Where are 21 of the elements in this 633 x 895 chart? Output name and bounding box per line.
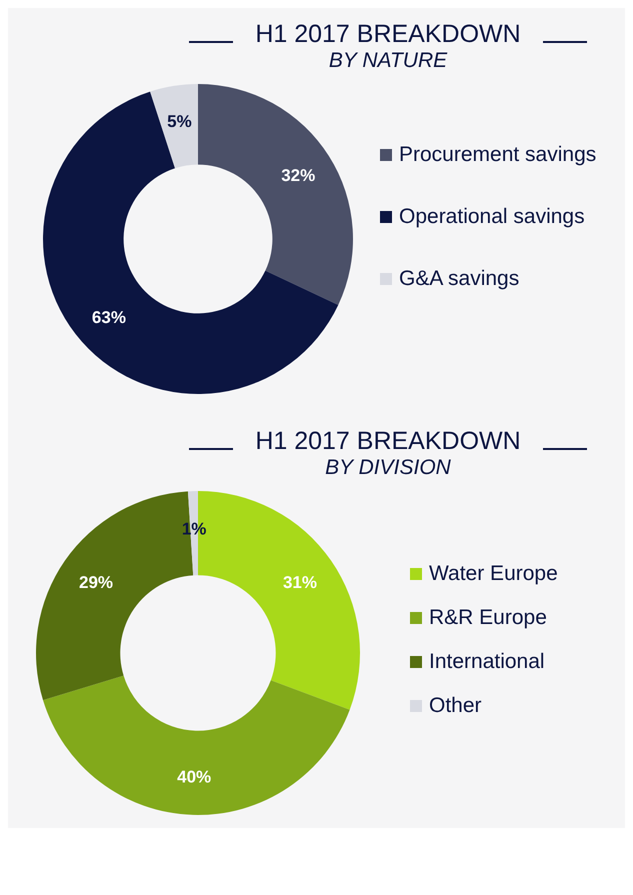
data-label: 29% (79, 572, 114, 592)
data-label: 5% (167, 112, 192, 132)
chart-title: H1 2017 BREAKDOWN (255, 427, 521, 456)
legend-label: G&A savings (399, 266, 520, 292)
donut-slice (43, 92, 338, 394)
data-label: 32% (281, 166, 316, 185)
donut-slice (43, 676, 350, 815)
legend-label: Other (429, 693, 482, 719)
legend-label: Water Europe (429, 561, 558, 587)
legend-label: International (429, 649, 545, 675)
donut-slice (198, 84, 353, 305)
data-label: 63% (92, 308, 126, 328)
donut-slice (150, 84, 198, 168)
chart-title: H1 2017 BREAKDOWN (255, 20, 521, 49)
legend-label: Procurement savings (399, 142, 596, 168)
data-label: 40% (177, 768, 212, 787)
chart-subtitle: BY DIVISION (324, 456, 452, 480)
chart-subtitle: BY NATURE (328, 49, 448, 73)
legend-label: Operational savings (399, 204, 585, 230)
legend-label: R&R Europe (429, 605, 547, 631)
data-label: 31% (282, 572, 317, 592)
